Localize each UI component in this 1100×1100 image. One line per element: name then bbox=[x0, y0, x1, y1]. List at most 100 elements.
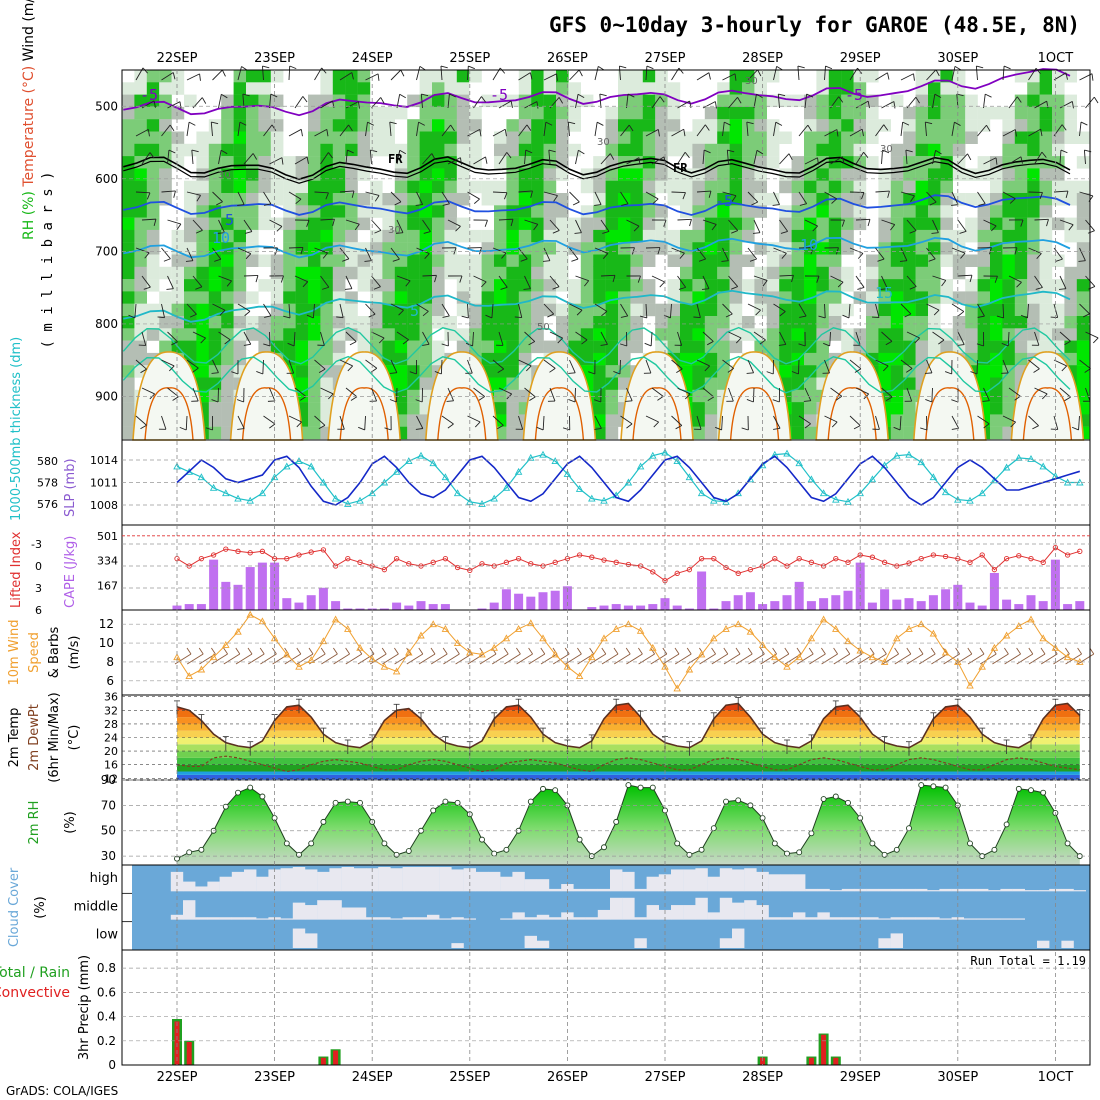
wind-barb bbox=[875, 359, 889, 367]
cloud-middle-bar bbox=[890, 917, 903, 920]
wind-barb bbox=[498, 152, 508, 165]
cloud-middle-bar bbox=[719, 897, 733, 920]
wind-barb bbox=[288, 65, 291, 81]
cloud-middle-bar bbox=[280, 918, 293, 920]
wind-barb-feather bbox=[721, 260, 729, 262]
rh-cell bbox=[940, 168, 953, 181]
rh-cell bbox=[1076, 156, 1090, 169]
rh-cell bbox=[742, 82, 755, 95]
rh-cell bbox=[531, 229, 544, 243]
cloud-high-bar bbox=[1024, 890, 1038, 892]
wind-barb-feather bbox=[746, 372, 754, 374]
wind-barb-feather bbox=[336, 316, 344, 319]
lifted-index-point bbox=[747, 567, 754, 573]
rh-cell bbox=[159, 316, 172, 329]
wind-barb bbox=[777, 94, 780, 109]
rh-cell bbox=[1027, 193, 1040, 206]
wind-barb-feather bbox=[991, 225, 997, 232]
wind-barb-feather bbox=[367, 121, 374, 126]
wind-barb-feather bbox=[478, 396, 485, 401]
wind-barb-feather bbox=[402, 339, 409, 345]
temp-tick-label: 24 bbox=[104, 732, 118, 745]
wind-barb-feather bbox=[818, 315, 826, 319]
wind-barb bbox=[983, 94, 986, 109]
rh-cell bbox=[518, 266, 532, 280]
surface-wind-barb-feather bbox=[589, 647, 594, 655]
rh-cell bbox=[779, 94, 792, 108]
rh-cell bbox=[729, 168, 743, 181]
rh-cell bbox=[1076, 389, 1090, 403]
wind-barb-feather bbox=[287, 342, 295, 347]
wind-barb bbox=[569, 247, 579, 260]
rh-cell bbox=[456, 266, 470, 280]
rh-cell bbox=[878, 254, 891, 267]
rh-cell bbox=[1014, 316, 1028, 329]
thickness-point bbox=[551, 457, 559, 465]
cloud-high-bar bbox=[634, 888, 647, 892]
rh-cell bbox=[915, 279, 929, 292]
rh-cell bbox=[1014, 279, 1028, 292]
rh-cell bbox=[531, 168, 544, 181]
rh-cell bbox=[1064, 303, 1077, 317]
wind-speed-point bbox=[405, 648, 413, 656]
wind-barb-feather bbox=[976, 343, 984, 347]
rh-cell bbox=[928, 340, 941, 354]
rh-cell bbox=[667, 193, 681, 206]
lifted-index-point bbox=[259, 548, 266, 554]
rh-cell bbox=[407, 365, 420, 378]
rh-cell bbox=[841, 94, 854, 108]
rh-cell bbox=[481, 340, 495, 354]
wind-barb-feather bbox=[967, 153, 972, 161]
rh-cell bbox=[134, 205, 147, 218]
wind-barb-feather bbox=[837, 281, 844, 288]
rh-cell bbox=[444, 254, 457, 267]
surface-wind-barb bbox=[589, 653, 607, 665]
rh-cell bbox=[866, 279, 879, 292]
rh-cell bbox=[1002, 217, 1015, 231]
wind-barb bbox=[263, 303, 272, 317]
wind-barb-feather bbox=[883, 124, 889, 131]
rh-cell bbox=[1014, 291, 1028, 304]
rh-cell bbox=[1052, 303, 1065, 317]
rh-cell bbox=[308, 389, 321, 403]
rh-cell bbox=[704, 365, 718, 378]
wind-barb bbox=[1008, 156, 1022, 165]
rh-cell bbox=[928, 94, 941, 108]
rh-cell bbox=[878, 229, 891, 243]
precip-convective-bar bbox=[320, 1057, 326, 1065]
wind-barb-feather bbox=[545, 121, 553, 126]
rh-cell bbox=[332, 316, 346, 329]
surface-wind-barb bbox=[979, 653, 997, 665]
rh-cell bbox=[531, 180, 544, 194]
rh-cell bbox=[1027, 205, 1040, 218]
surface-wind-barb-feather bbox=[296, 647, 302, 655]
rh-cell bbox=[1052, 143, 1065, 157]
rh-cell bbox=[1076, 316, 1090, 329]
wind-barb bbox=[830, 156, 843, 165]
wind-barb bbox=[779, 219, 789, 232]
bottom-day-label: 24SEP bbox=[352, 1070, 393, 1085]
wind-barb bbox=[186, 73, 200, 81]
rh-cell bbox=[246, 131, 259, 144]
rh-cell bbox=[642, 94, 656, 108]
cloud-middle-bar bbox=[878, 918, 891, 920]
rh-cell bbox=[394, 168, 408, 181]
rh-cell bbox=[494, 229, 507, 243]
rh-cell bbox=[642, 70, 656, 83]
rh-cell bbox=[754, 266, 767, 280]
lifted-index-point bbox=[942, 553, 949, 560]
wind-barb-feather bbox=[380, 97, 385, 104]
rh-cell bbox=[246, 193, 259, 206]
wind-barb bbox=[779, 153, 790, 165]
wind-barb-feather bbox=[996, 315, 1004, 319]
wind-barb bbox=[600, 219, 610, 232]
rh-cell bbox=[928, 119, 941, 132]
temperature-contour-FR bbox=[123, 156, 1071, 181]
rh-cell bbox=[630, 316, 643, 329]
wind-barb-feather bbox=[377, 73, 380, 81]
wind-barb bbox=[263, 191, 272, 205]
bottom-day-label: 1OCT bbox=[1038, 1070, 1074, 1085]
wind-barb-feather bbox=[399, 93, 406, 99]
cape-bar bbox=[526, 596, 536, 610]
wind-barb-feather bbox=[978, 203, 986, 206]
